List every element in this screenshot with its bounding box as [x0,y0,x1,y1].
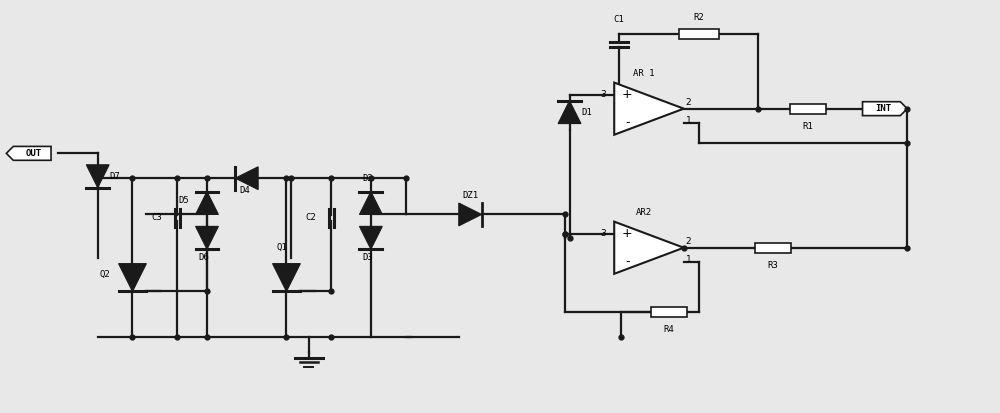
Text: +: + [622,227,632,240]
Text: 2: 2 [686,98,691,107]
Polygon shape [273,263,300,292]
Text: AR2: AR2 [636,208,652,217]
Polygon shape [196,226,218,249]
Polygon shape [6,146,51,160]
Text: 3: 3 [601,90,606,99]
FancyBboxPatch shape [790,104,826,114]
Text: C3: C3 [152,214,162,223]
Text: R4: R4 [663,325,674,334]
Text: -: - [625,116,629,129]
Text: 1: 1 [686,255,691,264]
Polygon shape [359,192,382,214]
Text: 1: 1 [686,116,691,125]
Text: R3: R3 [768,261,779,270]
FancyBboxPatch shape [755,243,791,253]
Polygon shape [235,167,258,190]
Polygon shape [459,203,482,226]
Text: AR 1: AR 1 [633,69,655,78]
Text: +: + [622,88,632,101]
Text: Q1: Q1 [276,243,287,252]
Text: R1: R1 [803,121,813,131]
Polygon shape [119,263,146,292]
Polygon shape [86,165,109,188]
Text: D5: D5 [178,195,189,204]
Text: OUT: OUT [26,149,42,158]
Text: D2: D2 [363,174,373,183]
Text: 2: 2 [686,237,691,246]
Text: R2: R2 [693,13,704,22]
Text: -: - [625,255,629,268]
Polygon shape [614,222,684,274]
Polygon shape [196,192,218,214]
Polygon shape [359,226,382,249]
Polygon shape [558,101,581,123]
Polygon shape [863,102,907,116]
Text: D4: D4 [239,186,250,195]
Text: INT: INT [875,104,891,113]
Polygon shape [614,83,684,135]
FancyBboxPatch shape [651,307,687,317]
Text: 3: 3 [601,229,606,238]
Text: C1: C1 [614,15,625,24]
FancyBboxPatch shape [679,29,719,39]
Text: DZ1: DZ1 [462,190,478,199]
Text: C2: C2 [305,214,316,223]
Text: D3: D3 [363,253,373,262]
Text: Q2: Q2 [99,270,110,279]
Text: D1: D1 [581,108,592,116]
Text: D7: D7 [110,172,120,181]
Text: D6: D6 [199,253,209,262]
